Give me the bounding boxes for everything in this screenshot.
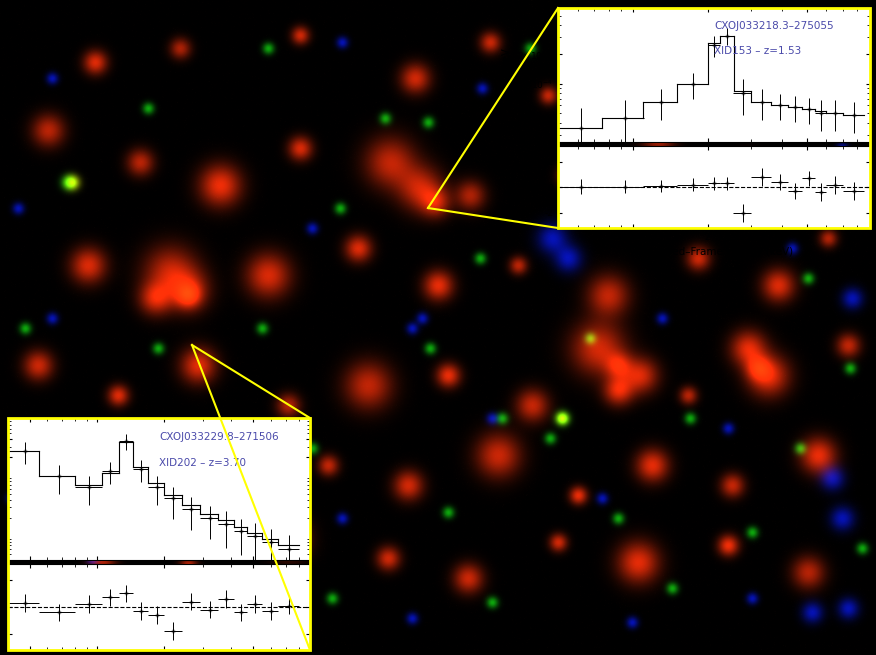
Text: CXOJ033229.8–271506: CXOJ033229.8–271506 [159, 432, 279, 442]
Text: XID202 – z=3.70: XID202 – z=3.70 [159, 458, 246, 468]
Text: XID153 – z=1.53: XID153 – z=1.53 [714, 46, 802, 56]
Text: CXOJ033218.3–275055: CXOJ033218.3–275055 [714, 22, 834, 31]
X-axis label: Observed–Frame Energy (keV): Observed–Frame Energy (keV) [635, 248, 793, 257]
Y-axis label: χ: χ [529, 184, 539, 191]
Y-axis label: Cts/sec/keV: Cts/sec/keV [502, 47, 512, 103]
